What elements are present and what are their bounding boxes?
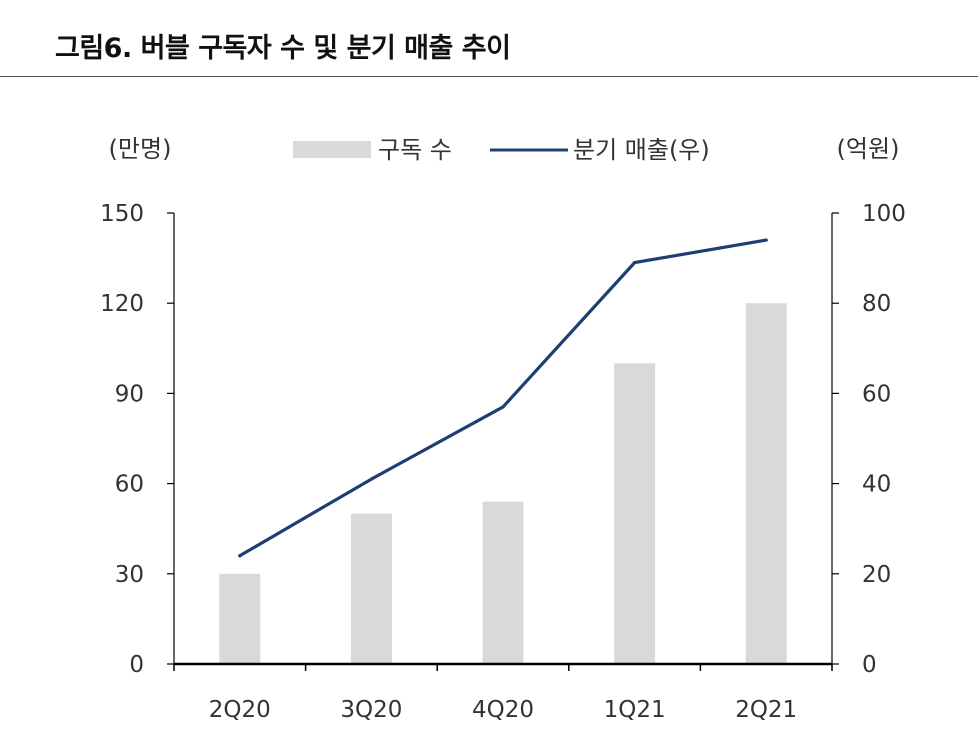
legend-bar-swatch (293, 141, 371, 158)
line-point (501, 405, 505, 409)
right-axis-tick-label: 60 (862, 381, 891, 407)
left-axis-tick-label: 60 (115, 472, 144, 498)
x-axis-tick-label: 2Q21 (735, 697, 797, 723)
x-axis: 2Q20 3Q20 4Q20 1Q21 2Q21 (173, 662, 833, 723)
legend: 구독 수 분기 매출(우) (293, 136, 710, 164)
right-axis-tick-label: 100 (862, 201, 906, 227)
line-point (369, 477, 373, 481)
legend-bar-label: 구독 수 (378, 136, 452, 164)
line-series (238, 238, 768, 558)
figure-title: 그림6. 버블 구독자 수 및 분기 매출 추이 (55, 33, 511, 64)
legend-line-label: 분기 매출(우) (573, 136, 710, 164)
bar (350, 513, 392, 664)
right-axis: 0 20 40 60 80 100 (831, 201, 906, 678)
left-axis-tick-label: 90 (115, 381, 144, 407)
line-point (238, 554, 242, 558)
right-axis-tick-label: 20 (862, 562, 891, 588)
bar (614, 363, 656, 664)
bar (745, 303, 787, 664)
left-axis-tick-label: 0 (129, 652, 144, 678)
left-axis-unit-label: (만명) (109, 135, 172, 163)
line-point (633, 261, 637, 265)
title-divider (0, 76, 978, 77)
left-axis-tick-label: 30 (115, 562, 144, 588)
x-axis-tick-label: 1Q21 (604, 697, 666, 723)
left-axis-tick-label: 120 (100, 291, 144, 317)
line-point (764, 238, 768, 242)
right-axis-tick-label: 0 (862, 652, 877, 678)
bar (219, 573, 261, 664)
x-axis-tick-label: 3Q20 (340, 697, 402, 723)
x-axis-tick-label: 4Q20 (472, 697, 534, 723)
x-axis-tick-label: 2Q20 (209, 697, 271, 723)
right-axis-tick-label: 80 (862, 291, 891, 317)
right-axis-unit-label: (억원) (837, 135, 900, 163)
bar-series (219, 303, 787, 664)
left-axis-tick-label: 150 (100, 201, 144, 227)
right-axis-tick-label: 40 (862, 472, 891, 498)
left-axis: 0 30 60 90 120 150 (100, 201, 175, 678)
bar (482, 501, 524, 664)
